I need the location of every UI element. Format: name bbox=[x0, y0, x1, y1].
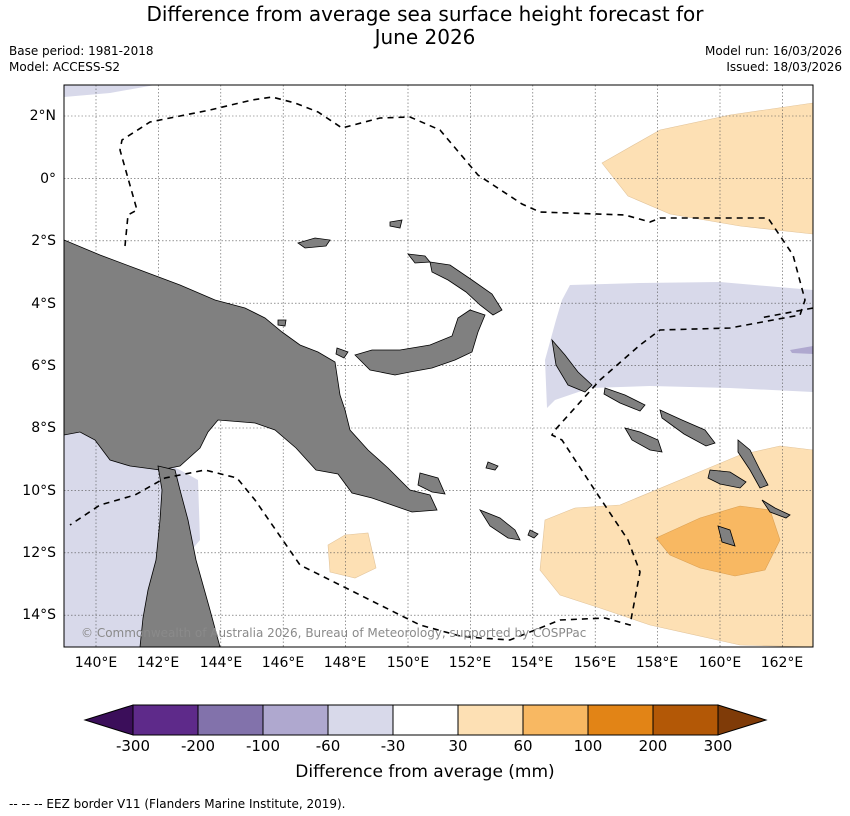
colorbar-tick: -100 bbox=[245, 737, 281, 755]
lon-label-154E: 154°E bbox=[510, 655, 554, 671]
colorbar-tick: 30 bbox=[448, 737, 468, 755]
eez-border bbox=[69, 96, 813, 641]
colorbar-tick: -60 bbox=[315, 737, 341, 755]
model-run: Model run: 16/03/2026 bbox=[704, 44, 842, 58]
lon-label-148E: 148°E bbox=[323, 655, 367, 671]
malaita bbox=[737, 439, 769, 489]
lon-label-162E: 162°E bbox=[760, 655, 804, 671]
makira bbox=[707, 469, 747, 489]
meta-right: Model run: 16/03/2026 Issued: 18/03/2026 bbox=[705, 43, 842, 75]
lon-label-156E: 156°E bbox=[573, 655, 617, 671]
lat-label-10S: 10°S bbox=[22, 483, 56, 499]
cape-york bbox=[139, 465, 221, 647]
landmasses bbox=[64, 219, 791, 647]
guadalcanal bbox=[624, 427, 663, 453]
lat-label-12S: 12°S bbox=[22, 545, 56, 561]
bismarck-islet-3 bbox=[717, 525, 736, 547]
islet-6 bbox=[527, 529, 539, 539]
fergusson bbox=[417, 472, 446, 495]
lon-label-160E: 160°E bbox=[698, 655, 742, 671]
bougainville bbox=[551, 338, 593, 393]
eez-legend: -- -- -- EEZ border V11 (Flanders Marine… bbox=[9, 797, 346, 811]
colorbar-tick: -300 bbox=[115, 737, 151, 755]
lon-label-150E: 150°E bbox=[386, 655, 430, 671]
negative-anomaly-central bbox=[545, 282, 813, 408]
santa-isabel bbox=[659, 409, 716, 447]
lat-label-14S: 14°S bbox=[22, 607, 56, 623]
colorbar-tick: 200 bbox=[638, 737, 668, 755]
meta-left: Base period: 1981-2018 Model: ACCESS-S2 bbox=[9, 43, 154, 75]
colorbar-tick: 60 bbox=[513, 737, 533, 755]
colorbar-tick: -30 bbox=[380, 737, 406, 755]
title-line-1: Difference from average sea surface heig… bbox=[146, 2, 704, 26]
new-ireland bbox=[429, 261, 503, 316]
lat-label-6S: 6°S bbox=[31, 358, 56, 374]
map-credit: © Commonwealth of Australia 2026, Bureau… bbox=[81, 626, 587, 640]
choiseul bbox=[603, 387, 646, 412]
bismarck-islet-2 bbox=[277, 319, 287, 327]
negative-anomaly-core bbox=[790, 346, 813, 354]
issued-date: Issued: 18/03/2026 bbox=[726, 60, 842, 74]
rennell bbox=[761, 499, 791, 519]
lat-label-4S: 4°S bbox=[31, 296, 56, 312]
lat-label-0: 0° bbox=[40, 171, 56, 187]
lat-label-2N: 2°N bbox=[29, 108, 56, 124]
lon-label-152E: 152°E bbox=[448, 655, 492, 671]
colorbar-tick: 100 bbox=[573, 737, 603, 755]
islet-4 bbox=[335, 347, 349, 359]
woodlark bbox=[479, 509, 521, 541]
lon-label-158E: 158°E bbox=[635, 655, 679, 671]
colorbar-tick: -200 bbox=[180, 737, 216, 755]
title-line-2: June 2026 bbox=[374, 25, 476, 49]
lat-label-2S: 2°S bbox=[31, 233, 56, 249]
new-britain bbox=[354, 309, 486, 376]
base-period: Base period: 1981-2018 bbox=[9, 44, 154, 58]
lon-label-140E: 140°E bbox=[74, 655, 118, 671]
positive-anomaly-north bbox=[601, 102, 813, 235]
lon-label-142E: 142°E bbox=[136, 655, 180, 671]
map-frame bbox=[63, 84, 814, 648]
manus bbox=[297, 237, 331, 249]
new-hanover bbox=[407, 253, 431, 264]
bismarck-islet-1 bbox=[389, 219, 403, 229]
lon-label-144E: 144°E bbox=[199, 655, 243, 671]
model-name: Model: ACCESS-S2 bbox=[9, 60, 121, 74]
chart-title: Difference from average sea surface heig… bbox=[0, 3, 850, 49]
colorbar-tick: 300 bbox=[703, 737, 733, 755]
islet-5 bbox=[485, 461, 499, 471]
positive-anomaly-small bbox=[327, 532, 377, 579]
colorbar-title: Difference from average (mm) bbox=[295, 762, 555, 782]
negative-anomaly-north bbox=[64, 85, 155, 97]
lon-label-146E: 146°E bbox=[261, 655, 305, 671]
lat-label-8S: 8°S bbox=[31, 420, 56, 436]
